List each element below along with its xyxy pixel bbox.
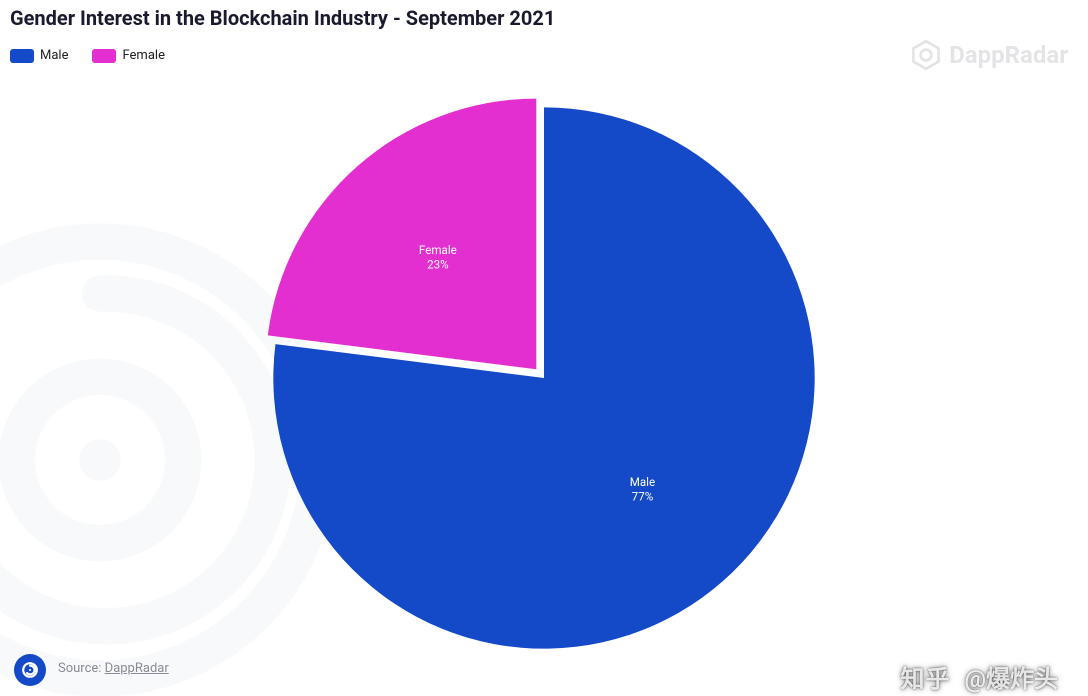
author-handle: @爆炸头 (964, 659, 1058, 694)
legend-item-female: Female (92, 48, 164, 63)
legend-swatch-female (92, 49, 116, 63)
legend-label-female: Female (122, 48, 164, 63)
legend-label-male: Male (40, 48, 68, 63)
brand-name: DappRadar (949, 41, 1068, 69)
chart-title: Gender Interest in the Blockchain Indust… (10, 6, 555, 30)
pie-slice-female (268, 99, 537, 370)
slice-label-male: Male (630, 475, 655, 489)
pie-chart: Male77% Female23% (0, 88, 1088, 668)
platform-name: 知乎 (900, 659, 950, 694)
repost-credits: 知乎 @爆炸头 (900, 659, 1058, 694)
legend: Male Female (10, 48, 165, 63)
brand-watermark: DappRadar (911, 40, 1068, 70)
legend-swatch-male (10, 49, 34, 63)
slice-label-female: Female (419, 243, 457, 257)
slice-pct-female: 23% (427, 257, 449, 271)
slice-pct-male: 77% (632, 489, 654, 503)
legend-item-male: Male (10, 48, 68, 63)
brand-logo-icon (911, 40, 941, 70)
